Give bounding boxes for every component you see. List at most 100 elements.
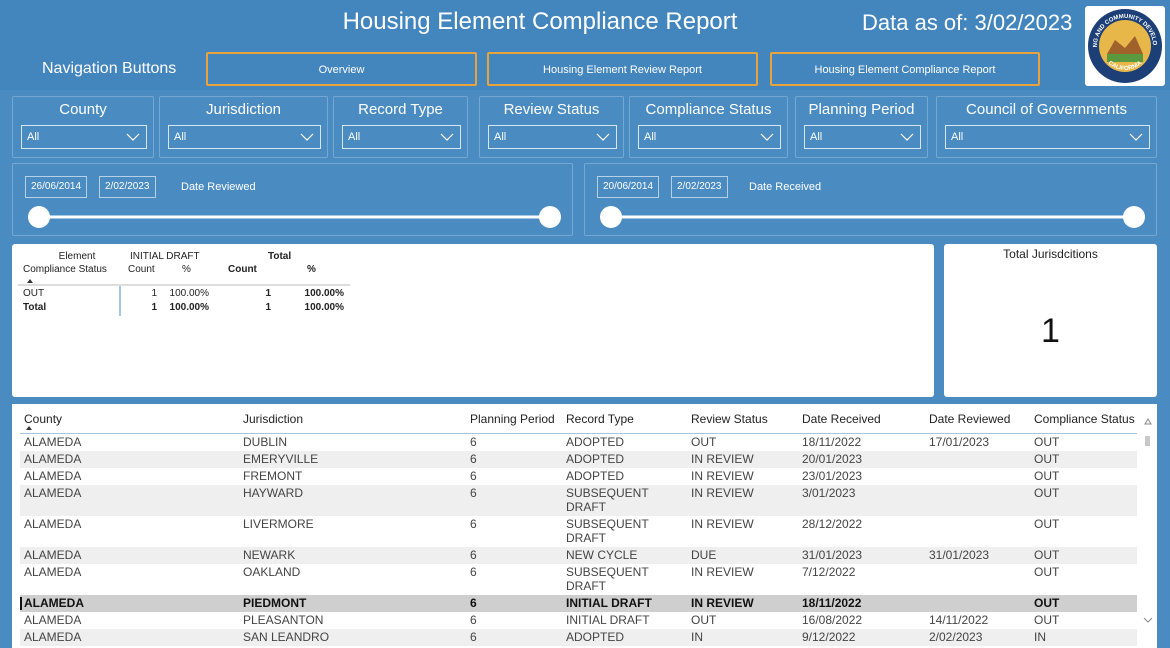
data-as-of: Data as of: 3/02/2023 (862, 10, 1073, 35)
header-bar (0, 0, 1170, 90)
date-start[interactable]: 20/06/2014 (597, 176, 660, 198)
table-cell: 7/12/2022 (802, 565, 856, 579)
table-cell: ADOPTED (566, 452, 625, 466)
filter-value: All (174, 131, 187, 143)
matrix-cell: 1 (265, 288, 271, 299)
table-cell: 6 (470, 548, 477, 562)
nav-button[interactable]: Housing Element Review Report (487, 52, 758, 86)
date-start[interactable]: 26/06/2014 (25, 176, 88, 198)
date-panel: 20/06/2014 2/02/2023 Date Received (584, 163, 1157, 236)
table-cell: 6 (470, 565, 477, 579)
matrix-cell: Total (23, 302, 47, 313)
column-header[interactable]: Planning Period (470, 412, 555, 426)
filter-label: Jurisdiction (205, 101, 282, 118)
table-cell: OUT (1034, 548, 1060, 562)
filter-panel: Jurisdiction All (159, 96, 328, 158)
filter-dropdown[interactable]: All (342, 125, 461, 149)
date-slider (600, 206, 1145, 228)
column-header[interactable]: Review Status (691, 412, 768, 426)
table-cell: IN REVIEW (691, 469, 754, 483)
date-label: Date Received (749, 181, 822, 193)
filter-dropdown[interactable]: All (488, 125, 617, 149)
column-header[interactable]: Jurisdiction (243, 412, 304, 426)
logo: HOUSING AND COMMUNITY DEVELOPMENT CALIFO… (1085, 6, 1165, 86)
table-row[interactable]: ALAMEDA SAN LEANDRO 6 ADOPTED IN 9/12/2022 2/0… (20, 629, 1137, 646)
matrix-subheader: % (307, 264, 316, 275)
table-cell: OUT (1034, 469, 1060, 483)
filter-dropdown[interactable]: All (945, 125, 1150, 149)
table-cell: ALAMEDA (24, 630, 82, 644)
table-row[interactable]: ALAMEDA EMERYVILLE 6 ADOPTED IN REVIEW 20/01/… (20, 451, 1137, 468)
date-end[interactable]: 2/02/2023 (99, 176, 156, 198)
table-row[interactable]: ALAMEDA PLEASANTON 6 INITIAL DRAFT OUT 16/08/… (20, 612, 1137, 629)
matrix-cell: OUT (23, 288, 45, 299)
table-row[interactable]: ALAMEDA FREMONT 6 ADOPTED IN REVIEW 23/01/202… (20, 468, 1137, 485)
table-cell: INITIAL DRAFT (566, 596, 652, 610)
nav-button[interactable]: Housing Element Compliance Report (770, 52, 1040, 86)
dropdown-chevron (440, 133, 454, 141)
filter-panel: Review Status All (479, 96, 624, 158)
table-cell: 28/12/2022 (802, 517, 863, 531)
table-cell: 14/11/2022 (929, 613, 989, 627)
nav-button[interactable]: Overview (206, 52, 477, 86)
table-row[interactable]: ALAMEDA LIVERMORE 6 SUBSEQUENT DRAFT IN REVI… (20, 516, 1137, 547)
table-cell: 20/01/2023 (802, 452, 863, 466)
filter-dropdown[interactable]: All (638, 125, 781, 149)
table-cell: 6 (470, 517, 477, 531)
column-header[interactable]: County (24, 412, 63, 426)
table-cell: 18/11/2022 (802, 596, 862, 610)
card-title: Total Jurisdcitions (1003, 247, 1098, 261)
matrix-lines (18, 279, 350, 316)
table-cell: INITIAL DRAFT (566, 613, 650, 627)
table-cell: EMERYVILLE (243, 452, 319, 466)
column-header[interactable]: Record Type (566, 412, 634, 426)
table-cell: IN REVIEW (691, 565, 754, 579)
column-header[interactable]: Compliance Status (1034, 412, 1135, 426)
matrix-cell: 100.00% (304, 302, 344, 313)
filter-dropdown[interactable]: All (804, 125, 921, 149)
table-cell: SUBSEQUENT DRAFT (566, 517, 649, 545)
table-cell: OUT (1034, 452, 1060, 466)
data-table: County Jurisdiction Planning Period Record … (12, 404, 1157, 648)
column-header[interactable]: Date Reviewed (929, 412, 1011, 426)
scrollbar (1145, 436, 1150, 446)
dropdown-chevron (1129, 133, 1143, 141)
table-cell: IN REVIEW (691, 517, 754, 531)
table-row[interactable]: ALAMEDA HAYWARD 6 SUBSEQUENT DRAFT IN REVIEW… (20, 485, 1137, 516)
dropdown-chevron (126, 133, 140, 141)
table-row[interactable]: ALAMEDA DUBLIN 6 ADOPTED OUT 18/11/2022 17/01/… (20, 434, 1137, 451)
table-cell: ADOPTED (566, 469, 625, 483)
filter-label: Record Type (358, 101, 443, 118)
table-cell: 6 (470, 435, 477, 449)
table-cell: OUT (1034, 596, 1060, 610)
dropdown-chevron (300, 133, 314, 141)
matrix-header: Element (58, 251, 96, 262)
matrix-header: Total (268, 251, 292, 262)
table-cell: OUT (691, 613, 717, 627)
filter-dropdown[interactable]: All (21, 125, 147, 149)
table-cell: SAN LEANDRO (243, 630, 330, 644)
table-cell: FREMONT (243, 469, 303, 483)
table-cell: 18/11/2022 (802, 435, 862, 449)
table-cell: 6 (470, 630, 477, 644)
date-end[interactable]: 2/02/2023 (671, 176, 728, 198)
dropdown-chevron (900, 133, 914, 141)
table-cell: ALAMEDA (24, 517, 82, 531)
filter-panel: Compliance Status All (629, 96, 788, 158)
table-cell: 17/01/2023 (929, 435, 990, 449)
filter-panel: Planning Period All (795, 96, 928, 158)
filter-panel: County All (12, 96, 154, 158)
column-header[interactable]: Date Received (802, 412, 881, 426)
table-row[interactable]: ALAMEDA OAKLAND 6 SUBSEQUENT DRAFT IN REVIEW… (20, 564, 1137, 595)
table-cell: 31/01/2023 (929, 548, 990, 562)
filter-dropdown[interactable]: All (168, 125, 321, 149)
table-row[interactable]: ALAMEDA PIEDMONT 6 INITIAL DRAFT IN REVIEW 18… (20, 595, 1137, 612)
filter-value: All (27, 131, 40, 143)
table-cell: ALAMEDA (24, 565, 82, 579)
table-row[interactable]: ALAMEDA NEWARK 6 NEW CYCLE DUE 31/01/2023 31/0… (20, 547, 1137, 564)
table-cell: IN (691, 630, 703, 644)
table-cell: 3/01/2023 (802, 486, 856, 500)
table-cell: ADOPTED (566, 435, 625, 449)
table-cell: 6 (470, 452, 477, 466)
table-cell: 6 (470, 486, 477, 500)
